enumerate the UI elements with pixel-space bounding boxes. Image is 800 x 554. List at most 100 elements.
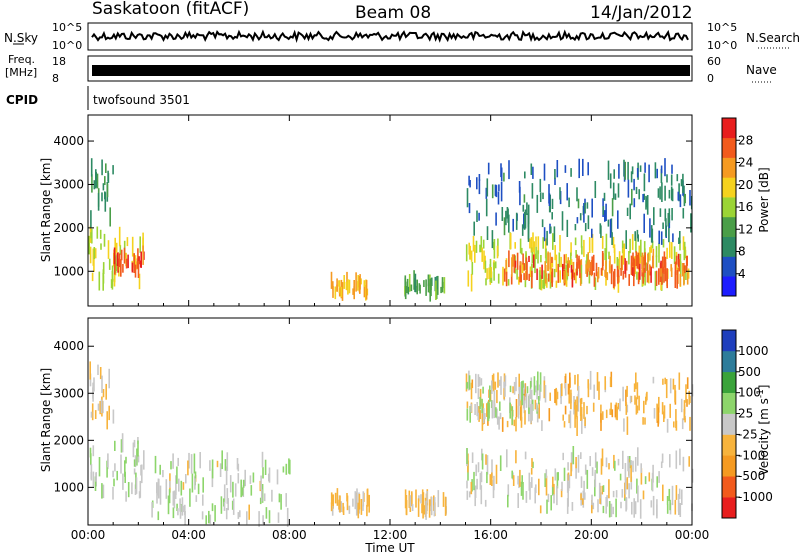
cell-0-7-28 xyxy=(611,232,613,245)
cell-1-5-147 xyxy=(507,494,509,508)
cell-1-2-6 xyxy=(185,474,187,484)
cell-0-5-60 xyxy=(639,250,642,264)
cell-0-1-20 xyxy=(120,249,123,261)
cell-0-6-142 xyxy=(528,273,530,281)
cell-1-7-2 xyxy=(493,399,496,419)
cell-1-6-116 xyxy=(683,400,686,414)
cell-1-1-18 xyxy=(99,401,101,415)
cell-1-5-40 xyxy=(529,482,531,500)
cell-1-6-19 xyxy=(563,421,566,428)
cell-0-7-109 xyxy=(522,204,525,212)
cell-0-7-110 xyxy=(478,179,481,195)
cell-1-3-0 xyxy=(332,494,334,509)
cell-1-6-154 xyxy=(538,402,540,419)
cell-0-6-70 xyxy=(516,252,519,270)
cell-0-5-92 xyxy=(574,237,577,246)
cell-0-7-128 xyxy=(604,210,606,222)
cell-0-5-116 xyxy=(580,235,583,248)
cell-1-1-2 xyxy=(93,377,95,392)
cell-1-5-78 xyxy=(679,448,681,466)
cell-0-7-90 xyxy=(568,197,570,208)
cell-0-5-153 xyxy=(468,242,470,255)
ytick-label-0-1: 2000 xyxy=(53,221,84,235)
cell-1-5-72 xyxy=(615,490,618,498)
cell-1-3-27 xyxy=(336,488,339,506)
cell-1-3-32 xyxy=(330,492,333,505)
cell-0-6-55 xyxy=(620,268,622,276)
cell-0-7-83 xyxy=(500,163,502,178)
cell-1-3-5 xyxy=(356,488,358,508)
colorbar-swatch-1-1 xyxy=(722,476,736,498)
cell-1-6-131 xyxy=(657,407,659,427)
cell-1-5-145 xyxy=(522,482,524,500)
cell-0-6-149 xyxy=(648,264,651,272)
cell-0-1-7 xyxy=(118,253,121,268)
cell-1-7-14 xyxy=(521,381,523,401)
cell-0-6-90 xyxy=(503,268,506,282)
cell-1-6-37 xyxy=(622,386,624,402)
cell-0-5-185 xyxy=(679,261,682,277)
cell-1-2-120 xyxy=(260,475,262,490)
cell-0-6-108 xyxy=(513,254,516,273)
cell-1-6-43 xyxy=(496,390,498,404)
cell-0-0-41 xyxy=(114,237,116,254)
cell-0-7-197 xyxy=(476,210,478,222)
cell-1-5-70 xyxy=(658,471,660,483)
cell-0-3-6 xyxy=(363,285,366,298)
cell-1-2-95 xyxy=(239,510,241,518)
cell-1-5-165 xyxy=(491,472,493,486)
cell-1-5-89 xyxy=(561,481,563,491)
cell-1-5-38 xyxy=(544,473,546,487)
cell-1-5-28 xyxy=(666,496,669,505)
cell-0-5-74 xyxy=(594,277,597,290)
cell-0-5-67 xyxy=(470,273,473,292)
xtick-label-1-6: 00:00 xyxy=(675,528,710,542)
cell-0-7-97 xyxy=(617,183,620,198)
cell-1-0-24 xyxy=(133,468,136,475)
cell-1-0-14 xyxy=(116,470,118,481)
cell-1-2-12 xyxy=(226,452,229,471)
cell-1-5-141 xyxy=(570,462,572,477)
cell-1-0-11 xyxy=(137,455,140,463)
cell-1-5-99 xyxy=(630,460,632,467)
cell-0-7-14 xyxy=(554,177,556,185)
cell-0-5-65 xyxy=(507,279,510,286)
cell-1-0-46 xyxy=(124,460,126,477)
cell-1-5-50 xyxy=(495,464,498,484)
cell-1-2-88 xyxy=(209,460,211,471)
cell-1-2-42 xyxy=(286,507,289,527)
cell-1-2-8 xyxy=(240,479,242,498)
cell-0-2-16 xyxy=(106,183,109,198)
cell-0-3-20 xyxy=(343,275,345,289)
cell-0-7-131 xyxy=(633,198,636,208)
cell-0-5-13 xyxy=(651,240,654,249)
cell-0-1-17 xyxy=(123,247,126,264)
cell-1-2-108 xyxy=(156,484,158,504)
cell-1-5-32 xyxy=(592,502,595,510)
cell-1-5-140 xyxy=(545,475,548,496)
cell-1-5-171 xyxy=(630,465,632,482)
cell-0-5-180 xyxy=(488,267,490,279)
cell-1-6-102 xyxy=(686,399,688,407)
cell-0-7-39 xyxy=(670,174,673,186)
cell-1-0-35 xyxy=(90,464,93,481)
cell-0-0-25 xyxy=(98,271,101,291)
cell-0-5-196 xyxy=(543,274,546,288)
cell-1-5-181 xyxy=(624,478,627,495)
cell-1-5-75 xyxy=(601,448,604,467)
cell-0-7-154 xyxy=(657,188,660,198)
cell-0-5-41 xyxy=(537,236,540,254)
cell-1-5-176 xyxy=(474,485,477,498)
velocity-heatmap xyxy=(89,361,694,527)
cell-1-2-3 xyxy=(288,458,290,474)
cell-0-6-73 xyxy=(660,260,662,276)
noise-tick-bottom-left: 10^0 xyxy=(52,39,82,52)
cell-1-5-54 xyxy=(567,481,570,491)
cell-0-5-88 xyxy=(540,255,542,263)
cell-1-0-25 xyxy=(125,456,127,464)
cell-1-5-34 xyxy=(571,502,574,511)
cell-0-5-123 xyxy=(669,241,671,258)
cell-0-5-171 xyxy=(467,270,470,287)
cell-0-7-35 xyxy=(611,198,614,217)
cell-0-6-130 xyxy=(683,270,685,286)
